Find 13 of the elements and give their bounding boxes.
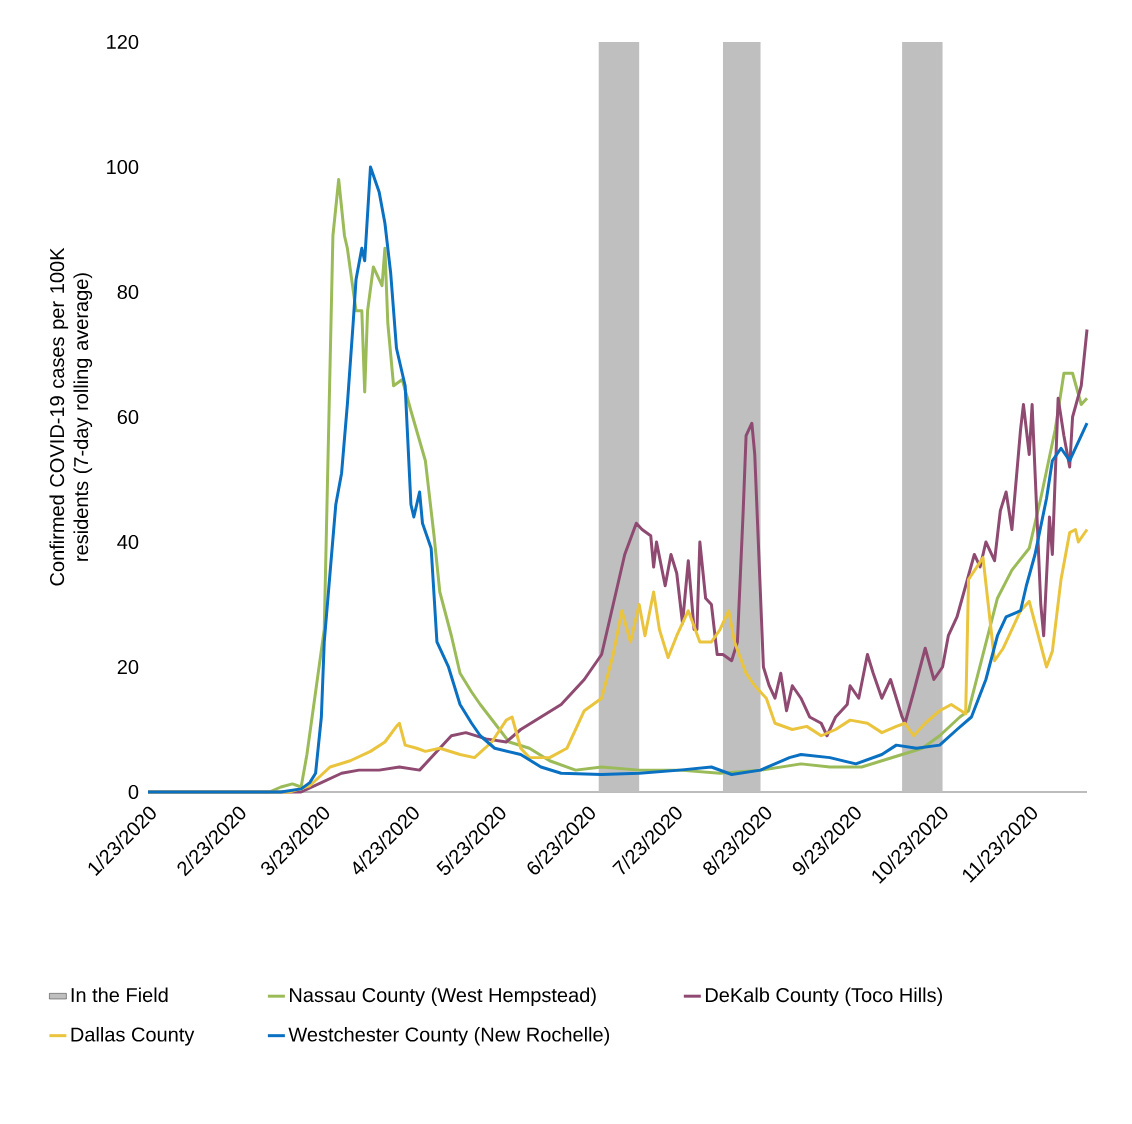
y-tick-label: 60: [117, 409, 139, 425]
y-tick-label: 20: [117, 659, 139, 675]
legend-label: Westchester County (New Rochelle): [288, 1026, 610, 1046]
y-tick-label: 40: [117, 534, 139, 550]
y-tick-label: 120: [107, 34, 139, 50]
legend-label: In the Field: [71, 987, 168, 1003]
legend-label: DeKalb County (Toco Hills): [705, 987, 943, 1007]
y-tick-label: 0: [128, 784, 139, 800]
y-tick-label: 80: [117, 284, 139, 300]
legend-label: Dallas County: [71, 1026, 195, 1046]
y-axis-title: Confirmed COVID-19 cases per 100K residents (7-day rolling average): [49, 247, 93, 586]
legend-label: Nassau County (West Hempstead): [290, 987, 596, 1007]
y-tick-label: 100: [107, 159, 139, 175]
